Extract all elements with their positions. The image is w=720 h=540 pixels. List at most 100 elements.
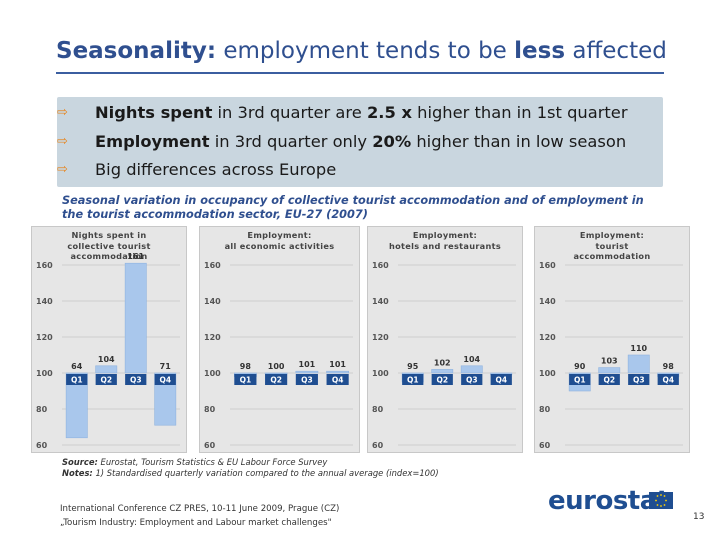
title-end: affected (565, 38, 667, 64)
y-tick-label: 100 (204, 369, 221, 378)
bullet-item: ⇨ Nights spent in 3rd quarter are 2.5 x … (57, 101, 663, 125)
chart-svg: 60 80 100 120 140 160 98 Q1 100 Q2 101 Q3 101 Q4 (204, 261, 353, 450)
source-notes: Source: Eurostat, Tourism Statistics & E… (62, 457, 439, 479)
chart-svg: 60 80 100 120 140 160 90 Q1 103 Q2 110 Q3 98 Q4 (539, 261, 683, 450)
footer: International Conference CZ PRES, 10-11 … (60, 502, 339, 530)
footer-line: International Conference CZ PRES, 10-11 … (60, 504, 340, 514)
x-tick-label: Q1 (407, 376, 419, 385)
chart-svg: 60 80 100 120 140 160 95 Q1 102 Q2 104 Q3 Q4 (372, 261, 516, 450)
x-tick-label: Q2 (436, 376, 448, 385)
arrow-right-icon: ⇨ (57, 134, 68, 149)
x-tick-label: Q3 (301, 376, 313, 385)
eu-flag-icon (649, 492, 673, 509)
y-tick-label: 80 (539, 405, 551, 414)
quarter-box (125, 374, 147, 385)
value-label: 104 (463, 355, 480, 364)
value-label: 104 (98, 355, 115, 364)
value-label: 100 (268, 362, 285, 371)
x-tick-label: Q1 (240, 376, 252, 385)
notes-label: Notes: (62, 468, 93, 478)
x-tick-label: Q4 (495, 376, 507, 385)
x-tick-label: Q3 (466, 376, 478, 385)
bullet-span: higher than in 1st quarter (411, 103, 628, 122)
x-tick-label: Q2 (270, 376, 282, 385)
title-middle: employment tends to be (216, 38, 515, 64)
bullet-bold: Nights spent (95, 103, 213, 122)
y-tick-label: 140 (372, 297, 389, 306)
bullet-item: ⇨ Employment in 3rd quarter only 20% hig… (57, 130, 663, 154)
y-tick-label: 120 (539, 333, 556, 342)
source-text: Eurostat, Tourism Statistics & EU Labour… (97, 457, 328, 467)
value-label: 95 (407, 362, 419, 371)
y-tick-label: 120 (204, 333, 221, 342)
x-tick-label: Q1 (71, 376, 83, 385)
bullet-bold: 20% (372, 132, 412, 151)
x-tick-label: Q2 (100, 376, 112, 385)
y-tick-label: 160 (372, 261, 389, 270)
y-tick-label: 100 (36, 369, 53, 378)
y-tick-label: 140 (539, 297, 556, 306)
bar-q2 (598, 367, 621, 374)
y-tick-label: 160 (36, 261, 53, 270)
quarter-box (265, 374, 288, 385)
y-tick-label: 120 (36, 333, 53, 342)
bar-q2 (95, 365, 118, 374)
quarter-box (461, 374, 483, 385)
eurostat-logo: eurostat (548, 485, 684, 517)
bullet-span: Big differences across Europe (95, 160, 337, 179)
quarter-box (490, 374, 512, 385)
x-tick-label: Q4 (159, 376, 171, 385)
quarter-box (95, 374, 117, 385)
quarter-box (569, 374, 591, 385)
y-tick-label: 80 (36, 405, 48, 414)
arrow-right-icon: ⇨ (57, 162, 68, 177)
value-label: 161 (127, 252, 144, 261)
y-tick-label: 100 (539, 369, 556, 378)
quarter-box (154, 374, 176, 385)
y-tick-label: 140 (36, 297, 53, 306)
y-tick-label: 60 (204, 441, 216, 450)
value-label: 110 (630, 344, 647, 353)
value-label: 101 (329, 360, 346, 369)
notes-text: 1) Standardised quarterly variation comp… (92, 468, 439, 478)
bullet-box: ⇨ Nights spent in 3rd quarter are 2.5 x … (57, 97, 663, 187)
chart-caption: Seasonal variation in occupancy of colle… (62, 194, 644, 221)
panel-title: Employment: tourist accommodation (573, 230, 651, 261)
bullet-text: Big differences across Europe (95, 158, 336, 182)
y-tick-label: 160 (204, 261, 221, 270)
bullet-bold: 2.5 x (366, 103, 412, 122)
bullet-text: Employment in 3rd quarter only 20% highe… (95, 130, 626, 154)
quarter-box (431, 374, 453, 385)
bar-q3 (295, 370, 319, 374)
y-tick-label: 140 (204, 297, 221, 306)
value-label: 98 (240, 362, 252, 371)
quarter-box (628, 374, 650, 385)
bullet-span: in 3rd quarter only (209, 132, 373, 151)
value-label: 103 (601, 357, 618, 366)
page-title: Seasonality: employment tends to be less… (56, 38, 667, 64)
y-tick-label: 60 (372, 441, 384, 450)
title-keyword: Seasonality: (56, 38, 217, 64)
quarter-box (66, 374, 88, 385)
value-label: 64 (71, 362, 83, 371)
bullet-span: higher than in low season (411, 132, 627, 151)
bar-q3 (460, 365, 483, 374)
y-tick-label: 120 (372, 333, 389, 342)
quarter-box (657, 374, 679, 385)
value-label: 102 (434, 358, 451, 367)
x-tick-label: Q1 (574, 376, 586, 385)
bar-q1 (65, 372, 88, 439)
bar-q3 (627, 354, 650, 374)
panel-title: Employment: all economic activities (224, 230, 335, 251)
source-label: Source: (62, 457, 98, 467)
x-tick-label: Q3 (633, 376, 645, 385)
value-label: 101 (299, 360, 316, 369)
quarter-box (234, 374, 257, 385)
title-divider (56, 72, 664, 74)
title-emphasis: less (514, 38, 566, 64)
chart-panel-employment-all: Employment: all economic activities 60 80… (199, 226, 360, 453)
y-tick-label: 80 (372, 405, 384, 414)
chart-panel-nights: Nights spent in collective tourist accom… (31, 226, 187, 453)
chart-svg: 60 80 100 120 140 160 64 Q1 104 Q2 161 Q3 71 Q4 (36, 252, 180, 450)
bar-q2 (264, 372, 288, 375)
